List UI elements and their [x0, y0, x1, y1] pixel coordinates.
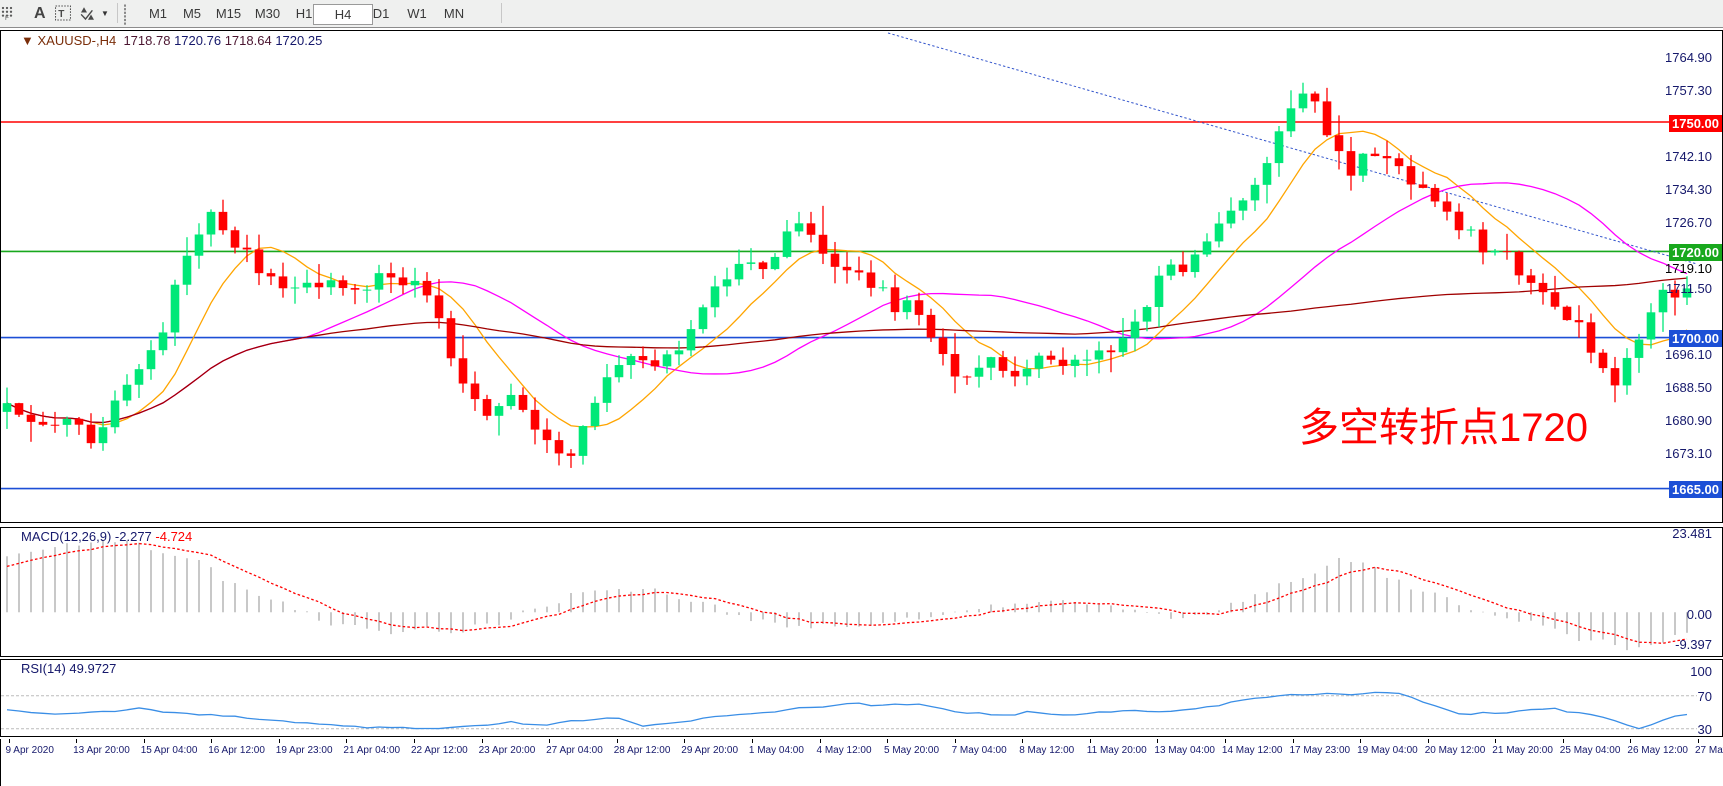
svg-text:T: T	[58, 9, 64, 20]
svg-text:F: F	[5, 15, 9, 22]
